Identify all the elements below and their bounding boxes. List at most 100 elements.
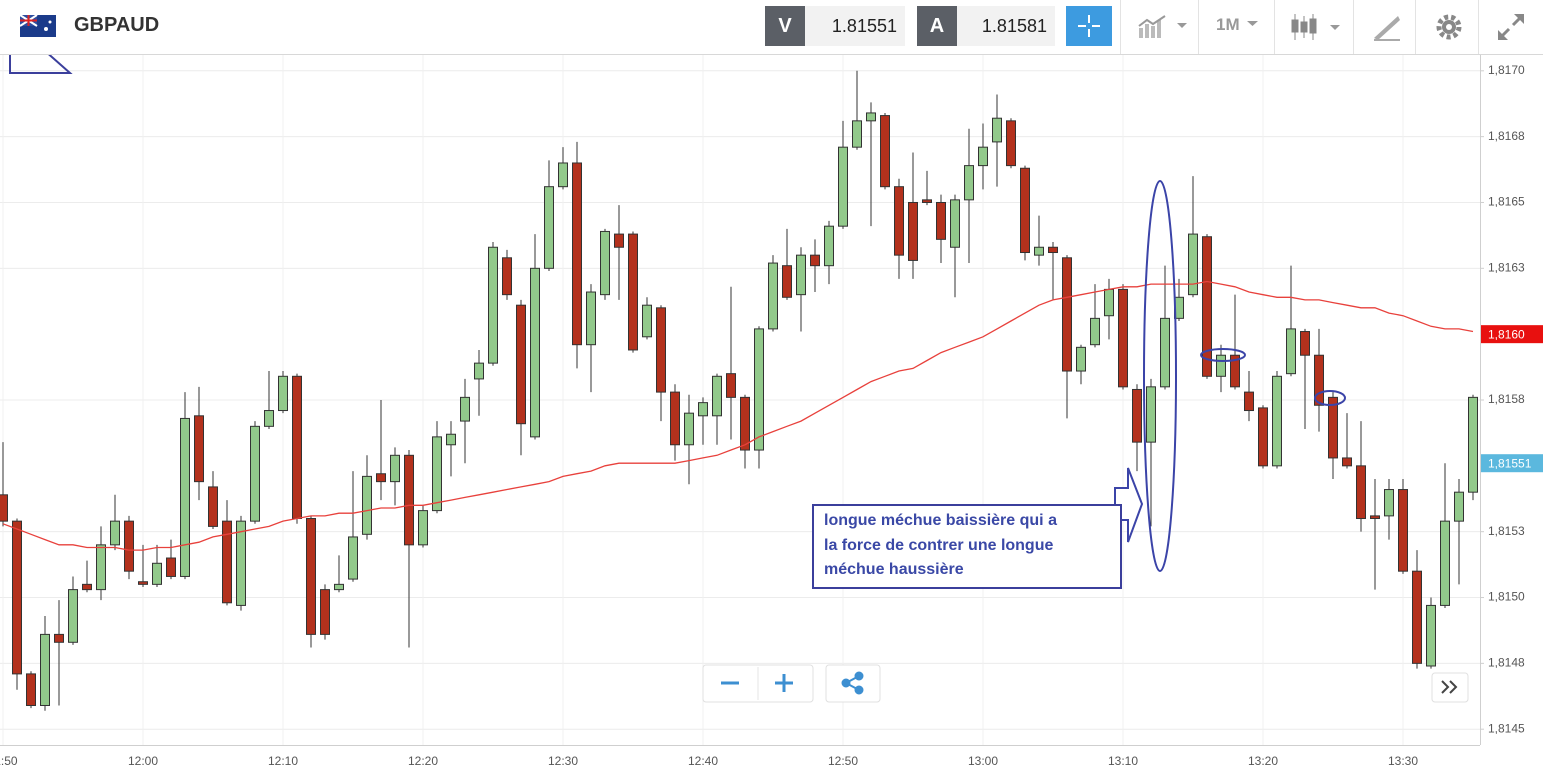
- candle-body: [1062, 257, 1072, 372]
- candle-body: [180, 417, 190, 577]
- price-tag: [1481, 454, 1543, 473]
- candle-body: [362, 475, 372, 535]
- candle-body: [754, 328, 764, 451]
- x-tick-label: 13:00: [968, 754, 998, 768]
- separator: [1478, 0, 1479, 54]
- candle-body: [824, 225, 834, 267]
- scroll-end-icon: [1441, 680, 1458, 694]
- y-tick-label: 1,8163: [1488, 260, 1525, 274]
- candle-body: [40, 633, 50, 706]
- candle-body: [1258, 407, 1268, 467]
- candle-body: [978, 146, 988, 167]
- candle-body: [936, 201, 946, 240]
- zoom-in-button[interactable]: [775, 674, 793, 692]
- candle-body: [0, 494, 8, 522]
- candle-body: [376, 473, 386, 483]
- price-tag: [1481, 325, 1543, 344]
- y-tick-label: 1,8148: [1488, 656, 1525, 670]
- candle-body: [1328, 396, 1338, 459]
- x-tick-label: 12:20: [408, 754, 438, 768]
- bid-button[interactable]: V: [765, 6, 805, 46]
- candle-body: [222, 520, 232, 604]
- y-tick-label: 1,8158: [1488, 392, 1525, 406]
- candle-body: [488, 246, 498, 364]
- candle-body: [1202, 236, 1212, 377]
- drawing-tools-button[interactable]: [1372, 12, 1402, 42]
- candle-body: [1048, 246, 1058, 254]
- candle-body: [334, 583, 344, 591]
- candle-body: [502, 257, 512, 296]
- candle-body: [292, 375, 302, 520]
- x-tick-label: 13:30: [1388, 754, 1418, 768]
- candle-body: [1314, 354, 1324, 406]
- x-tick-label: 13:10: [1108, 754, 1138, 768]
- candle-body: [530, 267, 540, 438]
- flag-icon: [20, 15, 56, 37]
- crosshair-button[interactable]: [1066, 6, 1112, 46]
- axis-labels: 1,8170 1,8168 1,8165 1,8163 1,8158 1,8153 1,81…: [0, 63, 1543, 768]
- candle-body: [810, 254, 820, 267]
- candle-body: [1412, 570, 1422, 664]
- candle-body: [964, 165, 974, 201]
- candle-body: [152, 562, 162, 585]
- candle-body: [1440, 520, 1450, 606]
- candle-body: [306, 518, 316, 635]
- candle-body: [1370, 515, 1380, 520]
- candle-body: [642, 304, 652, 338]
- settings-button[interactable]: [1434, 12, 1464, 42]
- candle-body: [600, 230, 610, 296]
- x-tick-label: 12:40: [688, 754, 718, 768]
- candle-body: [698, 402, 708, 417]
- candle-body: [418, 510, 428, 546]
- scroll-end-button[interactable]: [1431, 672, 1469, 703]
- candle-body: [516, 304, 526, 425]
- ask-price: 1.81581: [957, 6, 1055, 46]
- y-tick-label: 1,8150: [1488, 590, 1525, 604]
- timeframe-button[interactable]: 1M: [1216, 15, 1240, 34]
- price-tag-label: 1,8160: [1488, 327, 1525, 341]
- candle-body: [1398, 489, 1408, 572]
- candle-body: [684, 412, 694, 446]
- candle-body: [1118, 288, 1128, 388]
- toolbar: GBPAUD V 1.81551 A 1.81581 1M: [0, 0, 1543, 55]
- candle-body: [96, 544, 106, 591]
- y-tick-label: 1,8168: [1488, 129, 1525, 143]
- candle-body: [712, 375, 722, 417]
- candle-body: [572, 162, 582, 346]
- separator: [1353, 0, 1354, 54]
- candle-body: [166, 557, 176, 577]
- annotation-ellipse: [1143, 180, 1177, 572]
- candle-body: [278, 375, 288, 412]
- indicators-button[interactable]: [1290, 12, 1346, 42]
- candle-body: [208, 486, 218, 527]
- candle-body: [1216, 354, 1226, 377]
- fullscreen-button[interactable]: [1496, 12, 1526, 42]
- candle-body: [194, 415, 204, 483]
- separator: [1198, 0, 1199, 54]
- annotation-text: longue méchue baissière qui a la force d…: [824, 512, 1057, 578]
- candle-body: [894, 186, 904, 256]
- bid-price: 1.81551: [805, 6, 905, 46]
- candle-body: [586, 291, 596, 346]
- price-tag-label: 1,81551: [1488, 456, 1532, 470]
- candle-body: [1286, 328, 1296, 375]
- candle-body: [740, 396, 750, 451]
- candle-body: [796, 254, 806, 296]
- candle-body: [1076, 346, 1086, 372]
- candle-body: [138, 581, 148, 585]
- chart-type-button[interactable]: [1137, 14, 1193, 40]
- candle-body: [1188, 233, 1198, 296]
- share-button[interactable]: [825, 664, 881, 703]
- annotation-ellipse: [1314, 390, 1346, 406]
- candle-body: [614, 233, 624, 248]
- candle-body: [866, 112, 876, 122]
- annotation-line: la force de contrer une longue: [824, 537, 1053, 554]
- x-tick-label: 13:20: [1248, 754, 1278, 768]
- ask-button[interactable]: A: [917, 6, 957, 46]
- candle-body: [1090, 317, 1100, 346]
- candle-body: [1384, 489, 1394, 517]
- annotation-line: longue méchue baissière qui a: [824, 512, 1057, 529]
- zoom-controls: [702, 664, 1469, 703]
- candle-body: [82, 583, 92, 591]
